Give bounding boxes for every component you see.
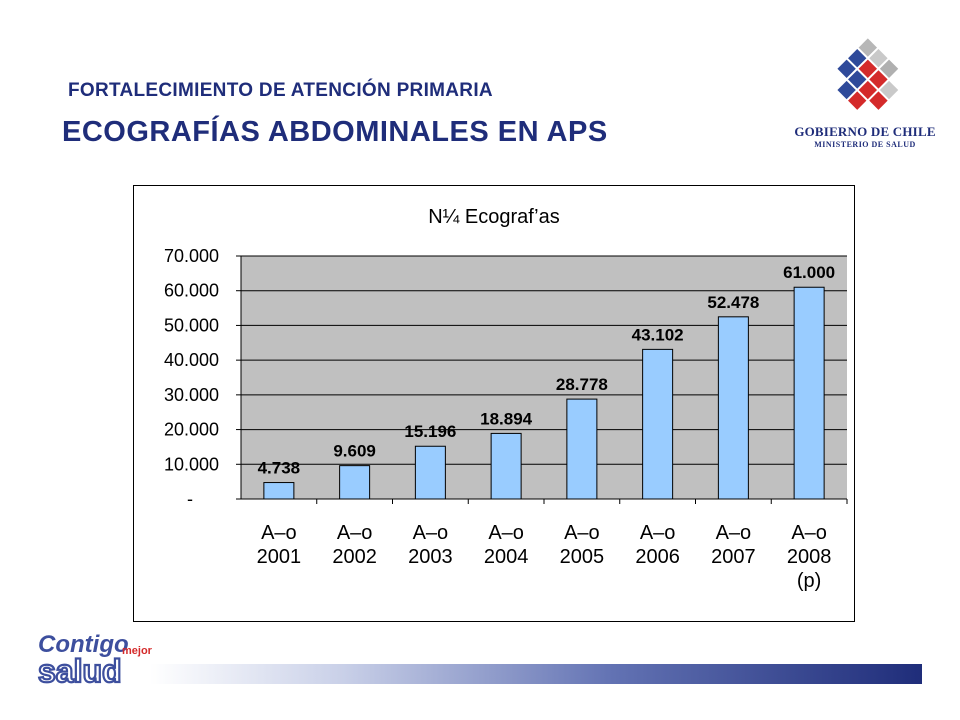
y-tick-label: 60.000: [164, 281, 219, 301]
chart-title: N¼ Ecograf’as: [428, 206, 560, 228]
x-tick-label-line: 2008: [787, 546, 832, 568]
footer-gradient-bar: [150, 664, 922, 684]
bar: [717, 316, 749, 500]
y-tick-label: 50.000: [164, 315, 219, 335]
data-label: 9.609: [333, 442, 376, 461]
x-tick-label: A–o 2001: [257, 522, 302, 568]
brand-wordmark: Contigo mejor salud: [37, 631, 153, 690]
gobierno-de-chile-logo: GOBIERNO DE CHILE MINISTERIO DE SALUD: [790, 34, 940, 164]
y-tick-label: 40.000: [164, 350, 219, 370]
header-subtitle: FORTALECIMIENTO DE ATENCIÓN PRIMARIA: [68, 80, 493, 101]
logo-line2: MINISTERIO DE SALUD: [814, 140, 916, 149]
bar-chart: N¼ Ecograf’as - 10.000 20.000 30.000 40.000 50…: [164, 206, 848, 592]
x-tick-label-line: A–o: [791, 522, 827, 544]
y-tick-label: 10.000: [164, 454, 219, 474]
y-tick-label: 20.000: [164, 420, 219, 440]
y-tick-label: 30.000: [164, 385, 219, 405]
y-tick-label: -: [187, 489, 193, 509]
x-tick-label-line: A–o: [640, 522, 676, 544]
x-tick-label: A–o 2002: [332, 522, 377, 568]
x-tick-label-line: A–o: [488, 522, 524, 544]
x-tick-label-line: 2004: [484, 546, 529, 568]
x-tick-label-line: 2003: [408, 546, 453, 568]
bar: [339, 465, 371, 500]
bar: [490, 432, 522, 500]
x-tick-label-line: A–o: [413, 522, 449, 544]
bar: [566, 398, 598, 500]
data-label: 43.102: [632, 325, 684, 344]
data-label: 52.478: [707, 293, 759, 312]
y-tick-label: 70.000: [164, 246, 219, 266]
logo-diamonds-icon: [837, 38, 899, 110]
x-tick-label-line: A–o: [564, 522, 600, 544]
chart-frame: N¼ Ecograf’as - 10.000 20.000 30.000 40.000 50…: [133, 185, 855, 622]
x-tick-label: A–o 2008 (p): [787, 522, 832, 592]
x-tick-label-line: 2005: [560, 546, 605, 568]
x-tick-label-line: 2001: [257, 546, 302, 568]
page-title: ECOGRAFÍAS ABDOMINALES EN APS: [62, 116, 608, 148]
x-tick-label: A–o 2003: [408, 522, 453, 568]
x-tick-label-line: 2006: [635, 546, 680, 568]
x-tick-label-line: A–o: [337, 522, 373, 544]
brand-word1: Contigo: [38, 631, 129, 658]
contigo-mejor-salud-logo: Contigo mejor salud: [36, 630, 156, 690]
logo-line1: GOBIERNO DE CHILE: [794, 124, 936, 139]
brand-word3: salud: [38, 653, 122, 689]
x-tick-label: A–o 2004: [484, 522, 529, 568]
x-tick-label-line: A–o: [261, 522, 297, 544]
data-label: 18.894: [480, 409, 533, 428]
x-tick-label: A–o 2007: [711, 522, 756, 568]
x-tick-label-line: 2007: [711, 546, 756, 568]
x-tick-label: A–o 2006: [635, 522, 680, 568]
data-label: 61.000: [783, 263, 835, 282]
x-tick-label-line: 2002: [332, 546, 377, 568]
bar: [263, 482, 295, 500]
bar: [642, 348, 674, 500]
x-tick-label-line: A–o: [716, 522, 752, 544]
data-label: 4.738: [258, 459, 301, 478]
x-tick-label-line: (p): [797, 570, 821, 592]
bar: [414, 445, 446, 500]
bar: [793, 286, 825, 500]
x-tick-label: A–o 2005: [560, 522, 605, 568]
brand-word2: mejor: [122, 645, 153, 657]
data-label: 15.196: [404, 422, 456, 441]
data-label: 28.778: [556, 375, 608, 394]
